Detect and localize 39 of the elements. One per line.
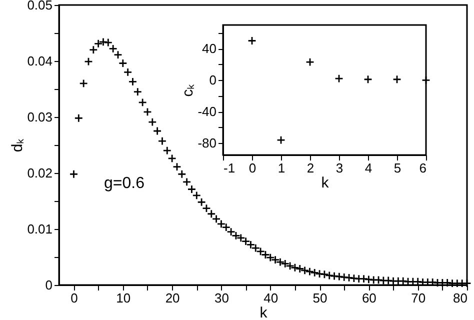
y-tick-label: 0.03 [27, 110, 52, 124]
x-tick-label: 10 [116, 290, 131, 306]
x-tick-label: 40 [264, 290, 278, 306]
x-tick-label: 6 [419, 160, 426, 176]
x-axis-title: k [260, 304, 268, 320]
x-tick-label: 60 [362, 290, 376, 306]
x-tick-label: 5 [394, 160, 402, 176]
x-tick-label: -1 [224, 160, 236, 176]
point [248, 36, 256, 46]
x-tick-label: 2 [306, 160, 314, 176]
x-tick-label: 0 [248, 160, 256, 176]
x-tick-label: 0 [70, 290, 78, 306]
x-tick-label: 3 [336, 160, 344, 176]
y-axis-title: cₖ [180, 83, 197, 97]
y-tick-label: 0 [209, 72, 216, 88]
point [306, 58, 314, 66]
x-tick-label: 50 [312, 290, 328, 306]
x-tick-label: 20 [165, 290, 180, 306]
x-tick-label: 30 [214, 290, 229, 306]
y-tick-label: -40 [198, 104, 216, 120]
x-tick-label: 4 [364, 160, 372, 176]
point [422, 76, 430, 85]
x-tick-label: 70 [411, 290, 426, 306]
x-axis-title: k [321, 174, 330, 192]
y-tick-label: 0.05 [27, 0, 52, 12]
point [276, 136, 286, 144]
point [364, 74, 372, 84]
annotation: g=0.6 [104, 175, 145, 192]
y-tick-label: 40 [202, 41, 216, 56]
y-axis-title: dₖ [9, 138, 26, 152]
y-tick-label: 0.01 [27, 222, 52, 236]
x-tick-label: 1 [278, 160, 286, 176]
point [392, 74, 402, 84]
y-tick-label: 0 [45, 278, 52, 292]
y-tick-label: 0.04 [27, 54, 52, 68]
y-tick-label: 0.02 [27, 166, 52, 180]
x-tick-label: 80 [453, 290, 468, 306]
y-tick-label: -80 [198, 136, 216, 151]
point [334, 74, 344, 83]
